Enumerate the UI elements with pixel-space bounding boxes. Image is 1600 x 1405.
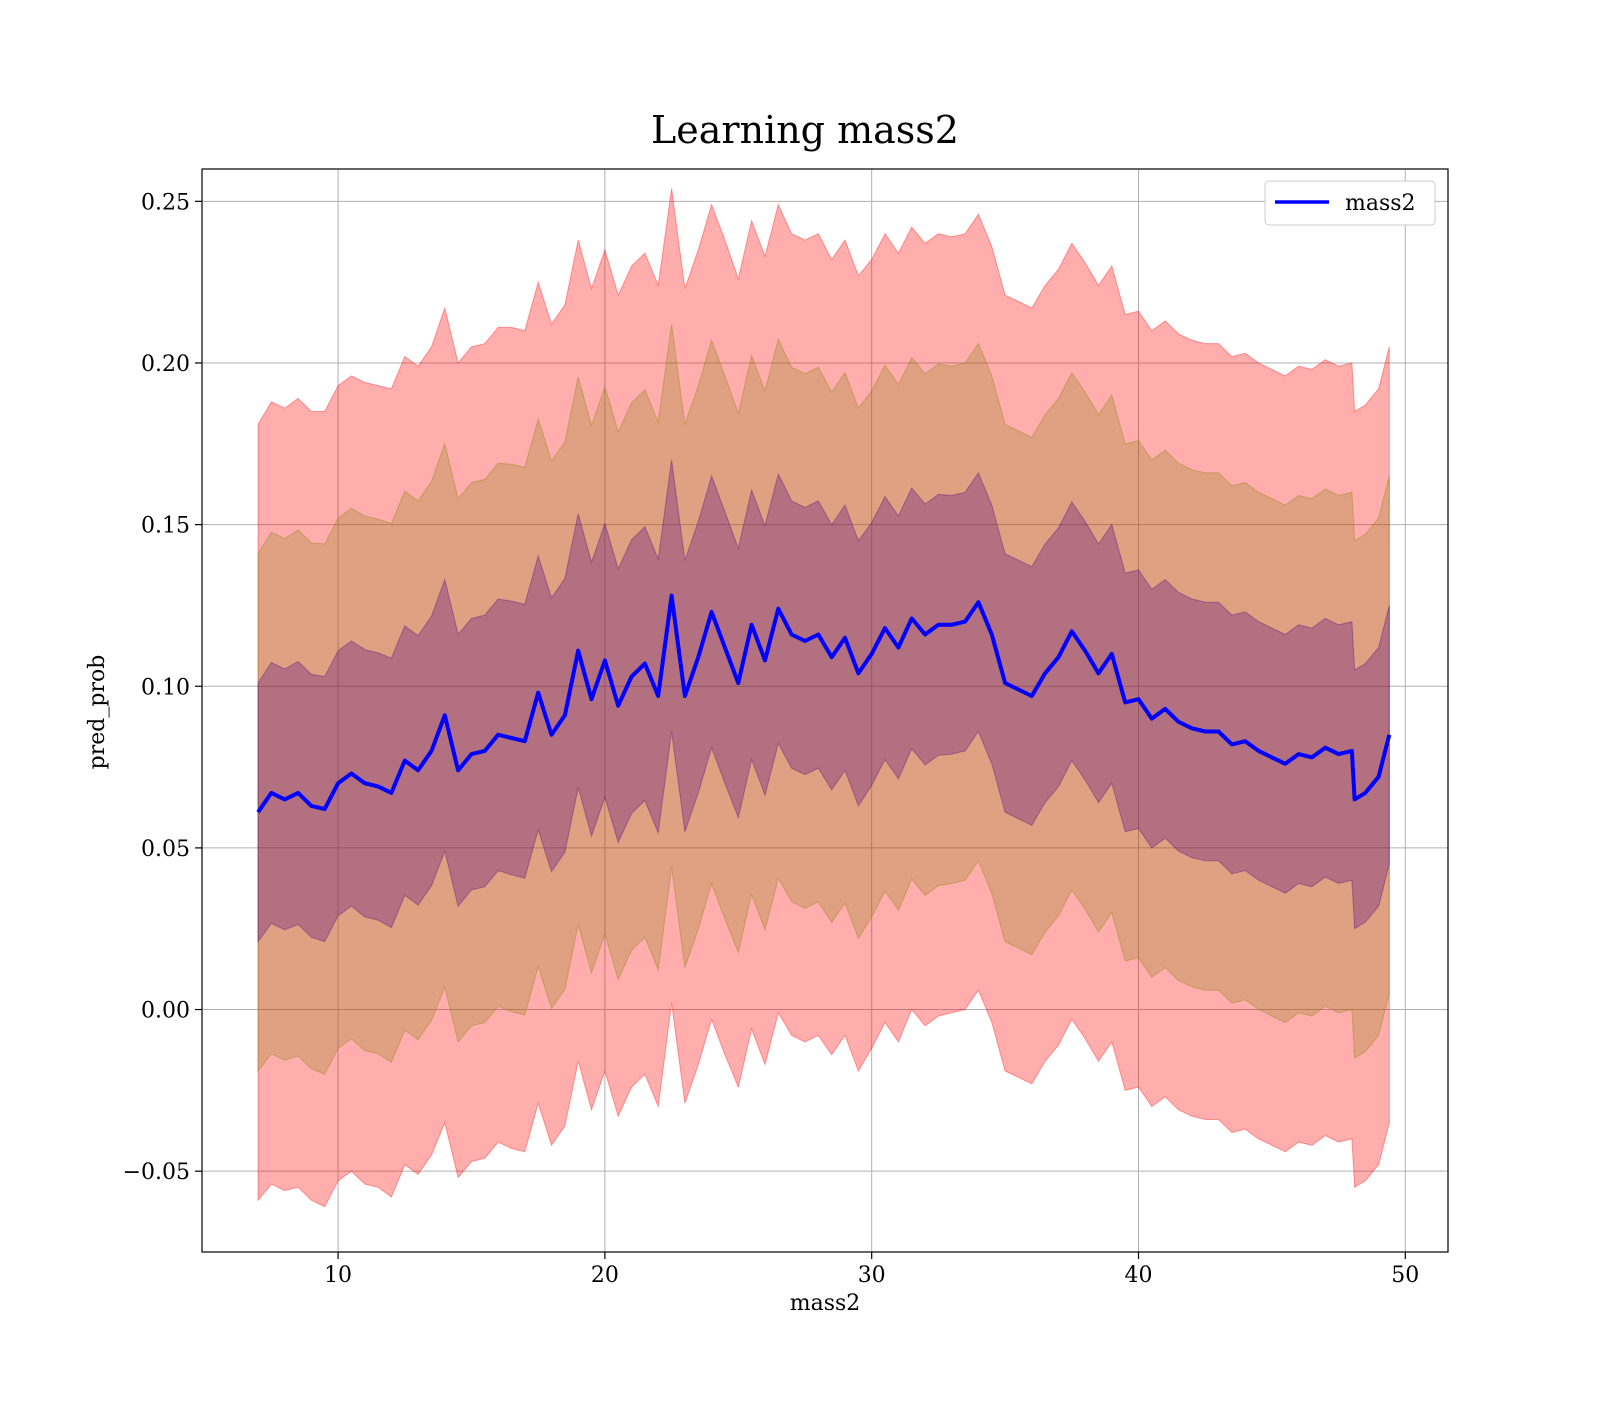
x-axis-ticks: 10 20 30 40 50 bbox=[324, 1252, 1419, 1288]
y-axis-ticks: −0.05 0.00 0.05 0.10 0.15 0.20 0.25 bbox=[123, 190, 202, 1185]
series-lines bbox=[256, 593, 1392, 814]
plot-frame bbox=[201, 168, 1449, 1253]
confidence-band-2sigma bbox=[257, 324, 1390, 1075]
x-tick-label: 50 bbox=[1391, 1263, 1419, 1288]
grid-lines bbox=[202, 169, 1448, 1252]
y-tick-label: 0.20 bbox=[141, 352, 190, 377]
y-tick-label: −0.05 bbox=[123, 1160, 190, 1185]
y-axis-label: pred_prob bbox=[85, 655, 110, 770]
x-tick-label: 10 bbox=[324, 1263, 352, 1288]
legend: mass2 bbox=[1264, 180, 1436, 226]
x-tick-label: 20 bbox=[591, 1263, 619, 1288]
series-line-mass2 bbox=[256, 593, 1392, 814]
legend-label: mass2 bbox=[1345, 191, 1416, 216]
y-tick-label: 0.25 bbox=[141, 190, 190, 215]
y-tick-label: 0.10 bbox=[141, 675, 190, 700]
confidence-bands bbox=[257, 188, 1390, 1208]
confidence-band-3sigma bbox=[257, 188, 1390, 1208]
confidence-band-1sigma bbox=[257, 459, 1390, 944]
y-tick-label: 0.05 bbox=[141, 837, 190, 862]
chart-title: Learning mass2 bbox=[651, 108, 959, 152]
legend-box bbox=[1264, 180, 1436, 226]
x-tick-label: 30 bbox=[858, 1263, 886, 1288]
x-axis-label: mass2 bbox=[790, 1291, 861, 1316]
y-tick-label: 0.15 bbox=[141, 514, 190, 539]
y-tick-label: 0.00 bbox=[141, 999, 190, 1024]
x-tick-label: 40 bbox=[1125, 1263, 1153, 1288]
